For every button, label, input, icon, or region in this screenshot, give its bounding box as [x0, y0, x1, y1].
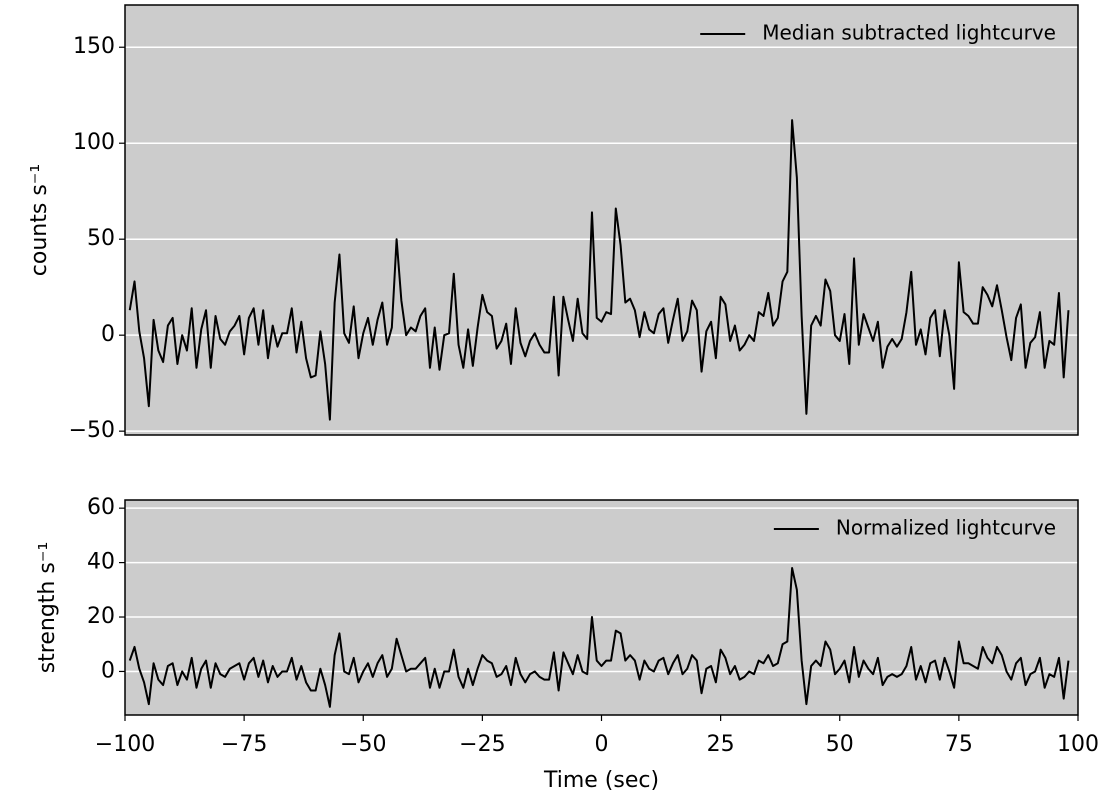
plot-frame [124, 4, 1079, 436]
x-tick-label: −50 [340, 732, 386, 757]
x-tick-label: −75 [221, 732, 267, 757]
y-tick-label: −50 [69, 418, 115, 443]
x-tick-label: 50 [826, 732, 854, 757]
x-tick-label: 25 [707, 732, 735, 757]
plot-frame [124, 499, 1079, 716]
legend-label: Median subtracted lightcurve [762, 21, 1056, 45]
x-tick-label: −25 [459, 732, 505, 757]
y-tick-label: 100 [73, 130, 115, 155]
y-tick-label: 0 [101, 658, 115, 683]
y-axis-label: strength s⁻¹ [35, 542, 60, 674]
x-tick-label: −100 [95, 732, 155, 757]
plot-background [125, 500, 1078, 715]
x-tick-label: 100 [1057, 732, 1099, 757]
data-line [128, 119, 1070, 421]
y-tick-label: 40 [87, 550, 115, 575]
y-axis-label: counts s⁻¹ [27, 164, 52, 276]
x-tick-label: 75 [945, 732, 973, 757]
x-tick-label: 0 [595, 732, 609, 757]
data-line [128, 567, 1070, 708]
x-axis-label: Time (sec) [543, 768, 659, 793]
y-tick-label: 20 [87, 604, 115, 629]
y-tick-label: 150 [73, 34, 115, 59]
y-tick-label: 50 [87, 226, 115, 251]
y-tick-label: 60 [87, 495, 115, 520]
y-tick-label: 0 [101, 322, 115, 347]
legend-label: Normalized lightcurve [836, 516, 1056, 540]
plot-background [125, 5, 1078, 435]
